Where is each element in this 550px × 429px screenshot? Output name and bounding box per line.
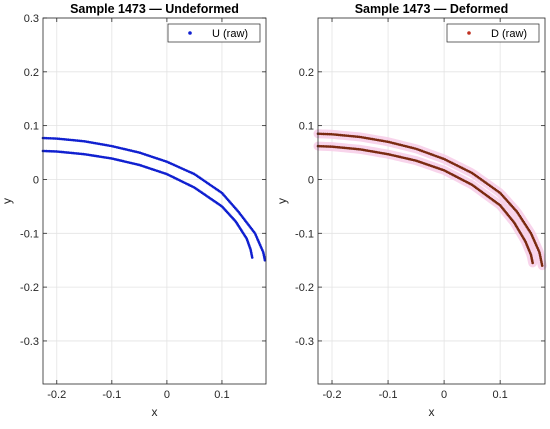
- data-point: [356, 135, 359, 139]
- data-point: [328, 132, 331, 136]
- data-point: [531, 261, 534, 265]
- x-tick-label: -0.2: [323, 389, 342, 401]
- data-point: [343, 134, 346, 137]
- legend-label: U (raw): [212, 28, 248, 40]
- data-point: [333, 133, 337, 136]
- legend: D (raw): [446, 23, 540, 43]
- data-point: [331, 133, 335, 136]
- x-tick-label: 0: [164, 389, 170, 401]
- y-tick-label: 0: [308, 174, 314, 186]
- data-point: [50, 137, 54, 140]
- x-tick-label: -0.2: [47, 389, 66, 401]
- data-point: [320, 132, 324, 136]
- data-point: [354, 135, 358, 138]
- ticks: -0.2 -0.1 0 0.1 -0.3 -0.2 -0.1 0 0.1 0.2 0.3: [20, 13, 266, 401]
- data-point: [52, 137, 56, 140]
- y-tick-label: 0.1: [299, 121, 314, 133]
- data-point: [318, 132, 322, 136]
- plot-area: [43, 18, 266, 384]
- chart-panel-1: -0.2 -0.1 0 0.1 -0.3 -0.2 -0.1 0 0.1 0.2 0.3 Sample…: [0, 2, 267, 419]
- x-tick-label: 0.1: [493, 389, 508, 401]
- y-tick-label: -0.2: [295, 282, 314, 294]
- data-point: [540, 264, 544, 267]
- legend-marker: [467, 31, 471, 35]
- y-axis-label: y: [275, 198, 289, 204]
- chart-panel-2: -0.2 -0.1 0 0.1 -0.3 -0.2 -0.1 0 0.1 0.2 Sample 14…: [275, 2, 547, 419]
- chart-title: Sample 1473 — Undeformed: [70, 2, 239, 16]
- legend: U (raw): [167, 23, 261, 43]
- data-point: [352, 135, 356, 138]
- data-point: [324, 132, 327, 136]
- grid: [318, 18, 545, 384]
- x-tick-label: -0.1: [102, 389, 121, 401]
- series-1: [41, 136, 267, 262]
- y-tick-label: -0.3: [20, 336, 39, 348]
- data-point: [337, 133, 341, 137]
- data-point: [250, 256, 254, 259]
- data-point: [341, 133, 344, 137]
- legend-box: [167, 23, 261, 43]
- axes-frame: [42, 17, 267, 385]
- data-point: [263, 258, 267, 262]
- y-axis-label: y: [0, 198, 14, 204]
- data-point: [350, 134, 354, 138]
- legend-marker: [188, 31, 192, 35]
- data-point: [326, 132, 329, 136]
- x-axis-label: x: [429, 405, 435, 419]
- data-point: [346, 134, 350, 138]
- data-point: [348, 134, 352, 138]
- data-point: [48, 137, 52, 140]
- legend-box: [446, 23, 540, 43]
- y-tick-label: 0.3: [24, 13, 39, 25]
- data-point: [322, 132, 325, 136]
- y-tick-label: 0.2: [24, 67, 39, 79]
- data-point: [43, 136, 47, 140]
- legend-label: D (raw): [491, 28, 527, 40]
- data-point: [339, 133, 342, 137]
- y-tick-label: -0.2: [20, 282, 39, 294]
- axes-frame: [317, 17, 546, 385]
- data-point: [345, 134, 348, 137]
- x-axis-label: x: [152, 405, 158, 419]
- y-tick-label: 0.2: [299, 67, 314, 79]
- data-point: [45, 136, 48, 140]
- x-tick-label: 0: [441, 389, 447, 401]
- chart-title: Sample 1473 — Deformed: [355, 2, 509, 16]
- ticks: -0.2 -0.1 0 0.1 -0.3 -0.2 -0.1 0 0.1 0.2: [295, 18, 545, 401]
- x-tick-label: 0.1: [214, 389, 229, 401]
- y-tick-label: -0.1: [20, 228, 39, 240]
- series-1: [316, 132, 544, 267]
- y-tick-label: 0.1: [24, 121, 39, 133]
- y-tick-label: -0.1: [295, 228, 314, 240]
- data-point: [335, 133, 339, 137]
- x-tick-label: -0.1: [379, 389, 398, 401]
- y-tick-label: -0.3: [295, 336, 314, 348]
- data-point: [329, 132, 333, 136]
- y-tick-label: 0: [33, 174, 39, 186]
